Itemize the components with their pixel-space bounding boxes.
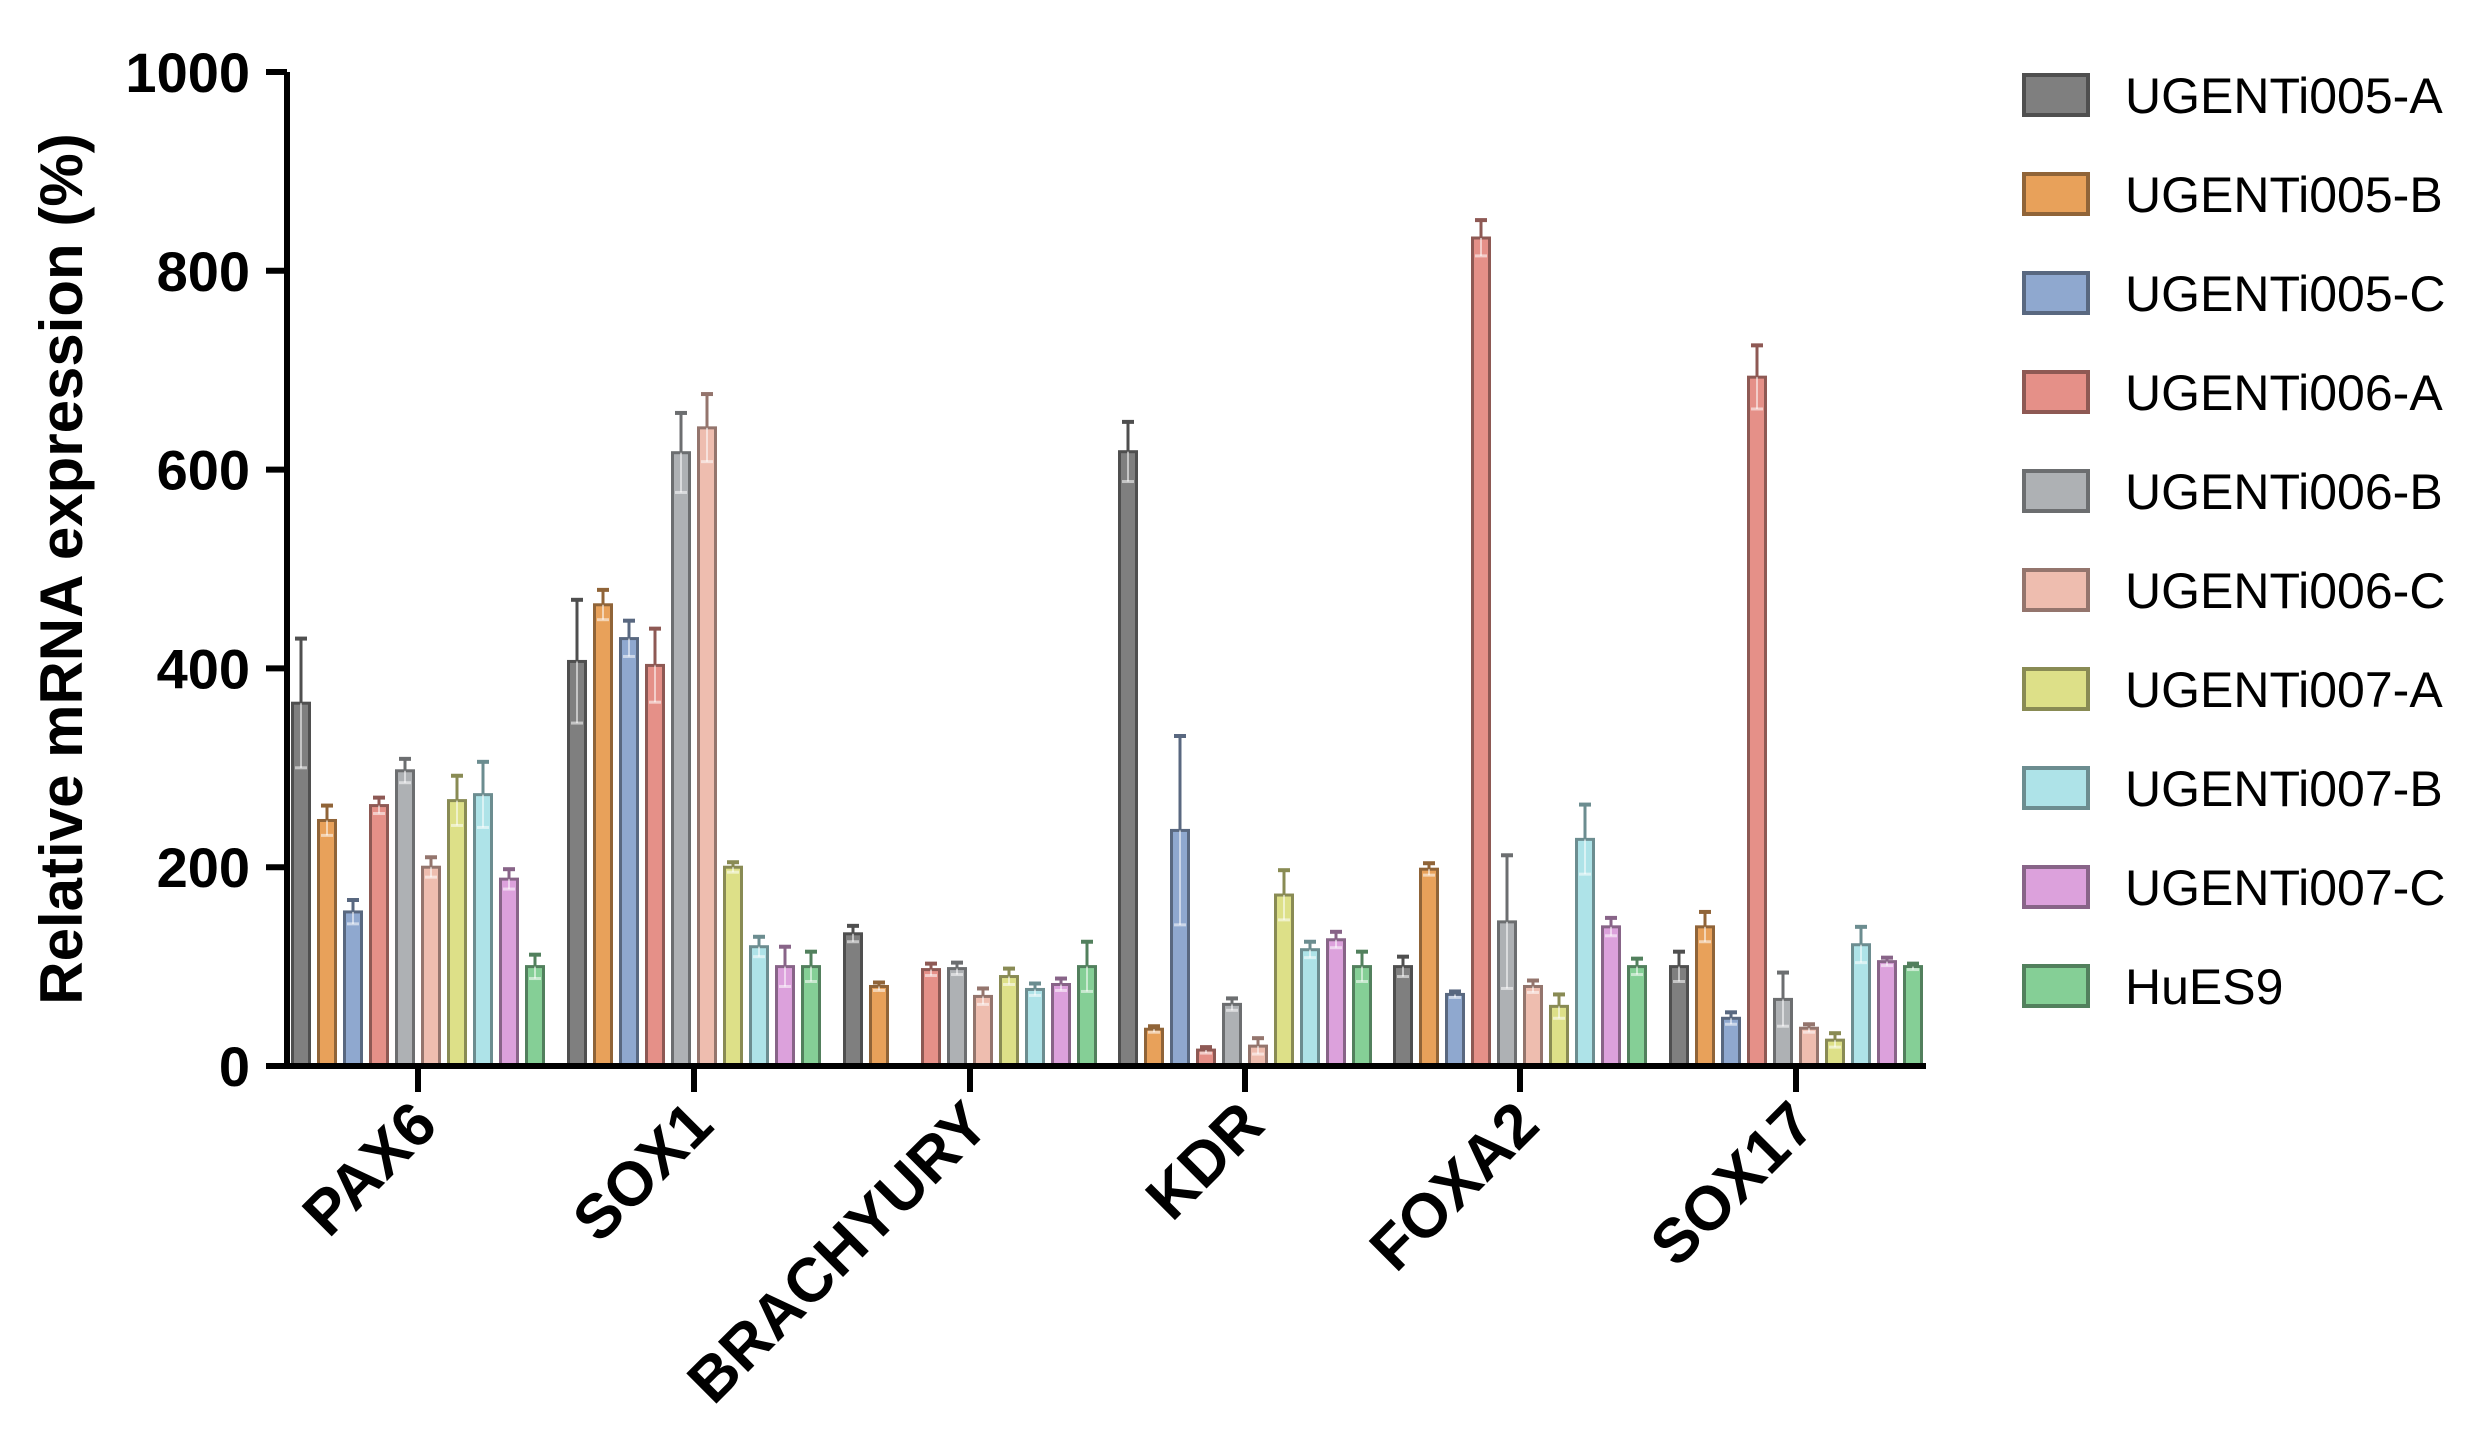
y-tick-label: 400 <box>157 637 250 700</box>
legend-swatch <box>2022 568 2090 612</box>
bar-sox17-ugenti006-c <box>1799 1026 1819 1068</box>
bar-foxa2-ugenti005-b <box>1419 867 1439 1068</box>
legend-label: UGENTi005-C <box>2125 266 2445 322</box>
bar-pax6-ugenti007-a <box>447 799 467 1068</box>
bar-brachyury-ugenti007-a <box>999 975 1019 1068</box>
bar-pax6-ugenti006-b <box>395 769 415 1068</box>
bar-pax6-ugenti006-a <box>369 804 389 1068</box>
bar-sox1-ugenti007-b <box>749 945 769 1068</box>
legend-label: HuES9 <box>2125 959 2283 1015</box>
bar-pax6-ugenti005-c <box>343 910 363 1068</box>
bar-brachyury-ugenti005-b <box>869 984 889 1068</box>
bar-sox17-ugenti007-c <box>1877 960 1897 1068</box>
bar-brachyury-ugenti006-a <box>921 968 941 1068</box>
bar-brachyury-ugenti005-a <box>843 932 863 1068</box>
bar-sox17-ugenti006-a <box>1747 375 1767 1068</box>
bar-foxa2-ugenti005-c <box>1445 992 1465 1068</box>
x-tick-label-sox17: SOX17 <box>1638 1089 1828 1279</box>
legend-label: UGENTi005-B <box>2125 167 2443 223</box>
legend-label: UGENTi006-B <box>2125 464 2443 520</box>
axes-layer <box>284 72 1926 1069</box>
bar-pax6-hues9 <box>525 965 545 1068</box>
legend-swatch <box>2022 964 2090 1008</box>
x-tick-label-sox1: SOX1 <box>560 1089 726 1255</box>
bar-brachyury-ugenti007-c <box>1051 982 1071 1068</box>
bar-foxa2-ugenti005-a <box>1393 965 1413 1068</box>
y-tick-label: 1000 <box>125 41 250 104</box>
bar-sox1-ugenti006-b <box>671 451 691 1068</box>
legend-label: UGENTi006-A <box>2125 365 2443 421</box>
bar-pax6-ugenti007-c <box>499 877 519 1068</box>
bar-pax6-ugenti005-b <box>317 818 337 1068</box>
bars-layer <box>291 218 1923 1068</box>
bar-foxa2-ugenti007-c <box>1601 925 1621 1068</box>
bar-foxa2-ugenti006-a <box>1471 236 1491 1068</box>
legend-swatch <box>2022 271 2090 315</box>
bar-sox1-ugenti005-b <box>593 603 613 1068</box>
legend-swatch <box>2022 865 2090 909</box>
legend-swatch <box>2022 73 2090 117</box>
bar-sox1-ugenti007-a <box>723 865 743 1068</box>
legend: UGENTi005-A UGENTi005-B UGENTi005-C UGENTi0… <box>2022 68 2445 1015</box>
y-tick-label: 600 <box>157 439 250 502</box>
bar-kdr-ugenti005-a <box>1118 450 1138 1068</box>
legend-swatch <box>2022 172 2090 216</box>
legend-label: UGENTi007-A <box>2125 662 2443 718</box>
legend-label: UGENTi005-A <box>2125 68 2443 124</box>
bar-pax6-ugenti007-b <box>473 793 493 1068</box>
bar-brachyury-ugenti006-c <box>973 994 993 1068</box>
bar-kdr-ugenti005-b <box>1144 1027 1164 1068</box>
bar-sox17-hues9 <box>1903 965 1923 1068</box>
y-tick-label: 200 <box>157 836 250 899</box>
legend-swatch <box>2022 766 2090 810</box>
bar-sox1-ugenti005-c <box>619 637 639 1068</box>
bar-kdr-ugenti006-b <box>1222 1002 1242 1068</box>
bar-sox1-ugenti006-c <box>697 426 717 1068</box>
y-ticks: 0 200 400 600 800 1000 <box>125 41 287 1098</box>
bar-brachyury-ugenti006-b <box>947 967 967 1068</box>
x-tick-label-foxa2: FOXA2 <box>1357 1089 1552 1284</box>
y-tick-label: 800 <box>157 240 250 303</box>
bar-pax6-ugenti006-c <box>421 865 441 1068</box>
x-tick-label-pax6: PAX6 <box>290 1089 450 1249</box>
bar-kdr-ugenti007-c <box>1326 938 1346 1068</box>
y-tick-label: 0 <box>219 1035 250 1098</box>
bar-kdr-ugenti007-b <box>1300 948 1320 1068</box>
legend-label: UGENTi006-C <box>2125 563 2445 619</box>
bar-foxa2-ugenti006-c <box>1523 984 1543 1068</box>
bar-sox17-ugenti005-b <box>1695 925 1715 1068</box>
x-tick-label-kdr: KDR <box>1133 1089 1277 1233</box>
legend-swatch <box>2022 667 2090 711</box>
bar-brachyury-ugenti007-b <box>1025 987 1045 1068</box>
bar-sox1-ugenti006-a <box>645 663 665 1068</box>
bar-foxa2-hues9 <box>1627 965 1647 1068</box>
legend-label: UGENTi007-B <box>2125 761 2443 817</box>
legend-label: UGENTi007-C <box>2125 860 2445 916</box>
y-axis-title: Relative mRNA expression (%) <box>28 133 95 1004</box>
legend-swatch <box>2022 469 2090 513</box>
legend-swatch <box>2022 370 2090 414</box>
